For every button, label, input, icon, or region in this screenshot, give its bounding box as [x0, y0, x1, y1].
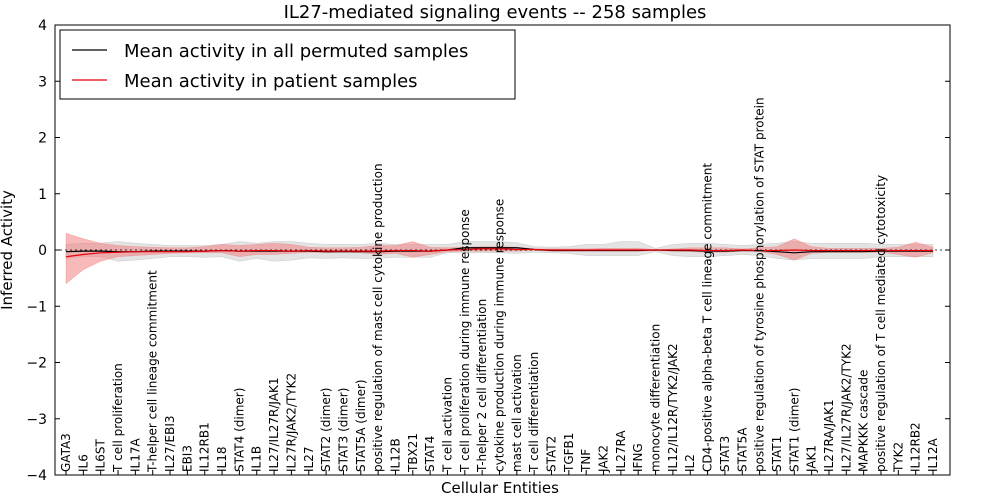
x-tick-label: STAT5A (dimer) [354, 379, 368, 472]
y-tick-label: 2 [38, 131, 47, 147]
x-tick-label: IL12B [388, 438, 402, 472]
x-tick-label: IL27RA/JAK1 [822, 399, 836, 472]
x-tick-label: T cell proliferation during immune respo… [458, 209, 472, 473]
x-tick-label: EBI3 [180, 445, 194, 472]
x-tick-label: T cell differentiation [527, 352, 541, 473]
x-tick-label: IL27R/JAK2/TYK2 [284, 373, 298, 472]
x-tick-label: IL27RA [614, 430, 628, 472]
x-tick-label: monocyte differentiation [649, 324, 663, 472]
x-tick-label: IL18 [215, 447, 229, 473]
x-tick-label: IL27/IL27R/JAK2/TYK2 [839, 343, 853, 472]
line-patient [65, 248, 933, 258]
x-tick-label: TNF [579, 449, 593, 473]
x-tick-label: STAT4 [423, 436, 437, 472]
y-tick-label: −3 [26, 412, 47, 428]
x-axis-label: Cellular Entities [441, 479, 559, 497]
x-tick-label: STAT5A [735, 427, 749, 472]
x-tick-label: IL12/IL12R/TYK2/JAK2 [666, 343, 680, 472]
x-tick-label: STAT3 [718, 436, 732, 472]
x-tick-label: IL2 [683, 454, 697, 472]
x-tick-label: JAK1 [805, 445, 819, 473]
x-tick-label: mast cell activation [510, 354, 524, 472]
x-tick-label: T-helper cell lineage commitment [146, 270, 160, 473]
y-tick-label: −2 [26, 356, 47, 372]
legend-label-permuted: Mean activity in all permuted samples [124, 41, 468, 62]
y-tick-label: −4 [26, 468, 47, 484]
x-tick-label: positive regulation of T cell mediated c… [874, 175, 888, 472]
x-tick-label: JAK2 [597, 445, 611, 473]
x-tick-label: IFNG [631, 443, 645, 472]
x-tick-label: IL27/IL27R/JAK1 [267, 378, 281, 472]
x-tick-label: IL6ST [94, 439, 108, 472]
legend: Mean activity in all permuted samples Me… [59, 29, 516, 100]
x-tick-label: STAT1 (dimer) [787, 388, 801, 472]
y-axis-label: Inferred Activity [0, 190, 16, 310]
x-tick-label: IL17A [128, 438, 142, 472]
x-tick-label: cytokine production during immune respon… [493, 199, 507, 472]
x-tick-label: IL27/EBI3 [163, 415, 177, 472]
x-tick-label: MAPKKK cascade [857, 370, 871, 472]
legend-label-patient: Mean activity in patient samples [124, 71, 418, 92]
x-tick-label: TYK2 [891, 442, 905, 473]
x-tick-label: STAT4 (dimer) [232, 388, 246, 472]
x-tick-label: T cell activation [440, 377, 454, 473]
x-tick-label: IL12RB2 [909, 422, 923, 472]
x-tick-label: T cell proliferation [111, 363, 125, 473]
x-tick-label: STAT3 (dimer) [336, 388, 350, 472]
x-tick-label: TBX21 [406, 433, 420, 473]
x-tick-label: STAT1 [770, 436, 784, 472]
x-tick-label: IL6 [76, 454, 90, 472]
y-tick-label: 3 [38, 74, 47, 90]
x-tick-label: CD4-positive alpha-beta T cell lineage c… [701, 163, 715, 472]
x-tick-label: IL12RB1 [198, 422, 212, 472]
y-tick-label: 1 [38, 187, 47, 203]
x-tick-label: IL12A [926, 438, 940, 472]
x-tick-label: STAT2 [545, 436, 559, 472]
x-tick-label: positive regulation of mast cell cytokin… [371, 163, 385, 472]
x-tick-label: positive regulation of tyrosine phosphor… [753, 97, 767, 472]
x-tick-label: T-helper 2 cell differentiation [475, 299, 489, 473]
x-tick-label: STAT2 (dimer) [319, 388, 333, 472]
x-tick-label: IL27 [302, 447, 316, 473]
chart-title: IL27-mediated signaling events -- 258 sa… [284, 2, 707, 23]
legend-frame [59, 29, 516, 100]
x-tick-label: GATA3 [59, 433, 73, 472]
y-tick-label: 4 [38, 18, 47, 34]
plot-area [55, 232, 950, 285]
y-tick-label: 0 [38, 243, 47, 259]
y-tick-label: −1 [26, 299, 47, 315]
x-tick-label: TGFB1 [562, 433, 576, 473]
x-tick-label: IL1B [250, 446, 264, 472]
